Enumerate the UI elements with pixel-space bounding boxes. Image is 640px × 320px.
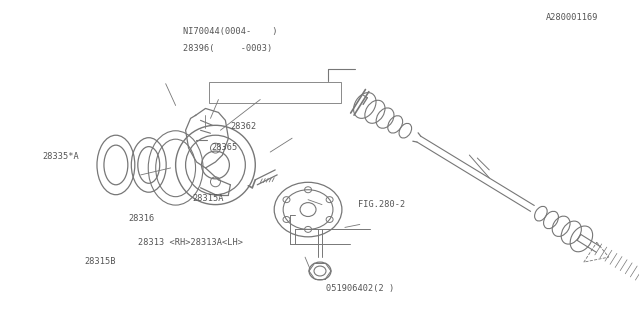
Text: FIG.280-2: FIG.280-2 <box>358 200 406 209</box>
Text: A280001169: A280001169 <box>546 13 598 22</box>
Text: NI70044(0004-    ): NI70044(0004- ) <box>183 27 278 36</box>
Text: 28316: 28316 <box>129 214 155 223</box>
Text: 051906402(2 ): 051906402(2 ) <box>326 284 395 293</box>
Text: 28315A: 28315A <box>193 194 224 203</box>
Text: 28315B: 28315B <box>84 257 116 266</box>
Text: 28396(     -0003): 28396( -0003) <box>183 44 272 53</box>
Text: 28335*A: 28335*A <box>43 152 79 161</box>
Text: 28365: 28365 <box>212 143 238 152</box>
Text: 28362: 28362 <box>231 122 257 131</box>
Text: 28313 <RH>28313A<LH>: 28313 <RH>28313A<LH> <box>138 238 243 247</box>
